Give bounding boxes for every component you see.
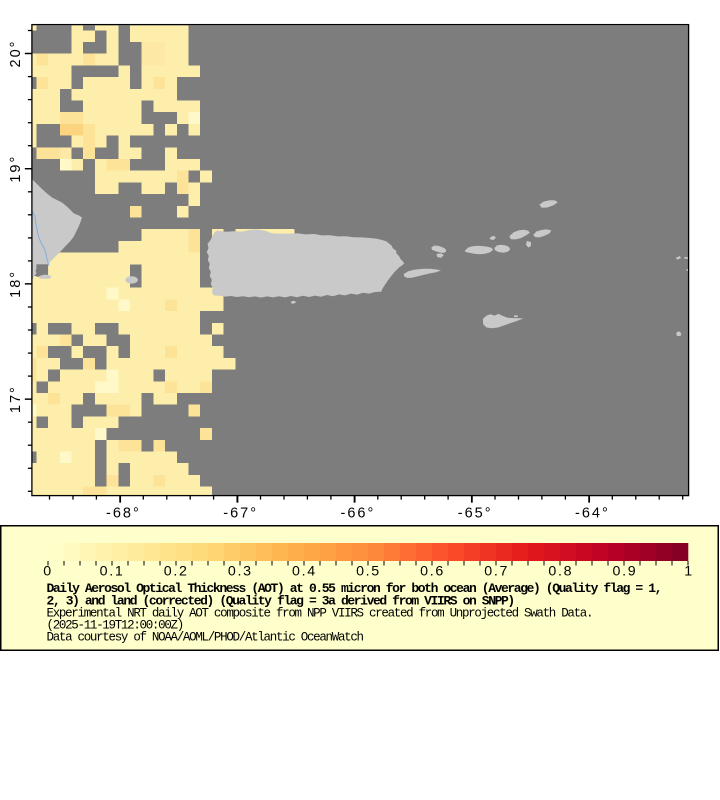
svg-text:(2025-11-19T12:00:00Z): (2025-11-19T12:00:00Z) — [47, 619, 183, 633]
svg-text:0: 0 — [43, 564, 53, 580]
svg-text:0.5: 0.5 — [356, 564, 381, 580]
svg-text:Data courtesy of NOAA/AOML/PHO: Data courtesy of NOAA/AOML/PHOD/Atlantic… — [47, 631, 364, 645]
svg-text:1: 1 — [684, 564, 694, 580]
svg-text:-66°: -66° — [341, 506, 376, 522]
svg-text:19°: 19° — [8, 155, 24, 183]
svg-text:2, 3) and land (corrected) (Qu: 2, 3) and land (corrected) (Quality flag… — [47, 593, 514, 608]
svg-text:0.7: 0.7 — [484, 564, 509, 580]
svg-text:Daily Aerosol Optical Thicknes: Daily Aerosol Optical Thickness (AOT) at… — [47, 581, 662, 596]
svg-text:0.6: 0.6 — [420, 564, 445, 580]
svg-text:-68°: -68° — [106, 506, 141, 522]
svg-text:0.4: 0.4 — [292, 564, 317, 580]
svg-text:0.1: 0.1 — [100, 564, 125, 580]
svg-text:-65°: -65° — [458, 506, 493, 522]
svg-text:0.9: 0.9 — [612, 564, 637, 580]
svg-text:-67°: -67° — [223, 506, 258, 522]
svg-text:0.8: 0.8 — [548, 564, 573, 580]
svg-text:0.3: 0.3 — [228, 564, 253, 580]
svg-text:-64°: -64° — [575, 506, 610, 522]
svg-text:17°: 17° — [8, 385, 24, 413]
svg-text:0.2: 0.2 — [164, 564, 189, 580]
svg-text:18°: 18° — [8, 270, 24, 298]
svg-text:Experimental NRT daily AOT com: Experimental NRT daily AOT composite fro… — [47, 607, 593, 621]
svg-text:20°: 20° — [8, 40, 24, 68]
